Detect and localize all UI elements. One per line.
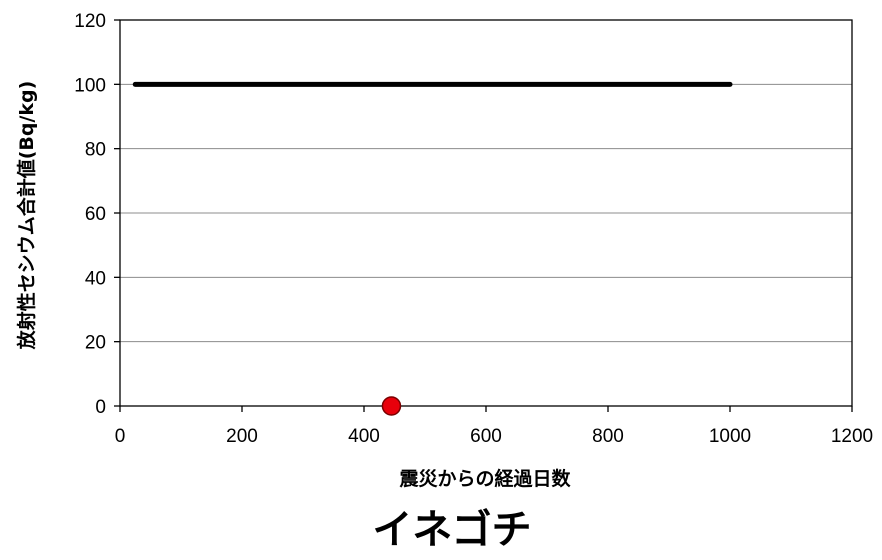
x-tick-label-1200: 1200 xyxy=(831,426,873,447)
data-points xyxy=(381,396,402,416)
y-tick-label-120: 120 xyxy=(74,11,106,32)
y-tick-label-20: 20 xyxy=(85,333,106,354)
species-title: イネゴチ xyxy=(372,507,531,553)
x-tick-label-400: 400 xyxy=(348,426,380,447)
y-tick-label-80: 80 xyxy=(85,140,106,161)
x-tick-label-600: 600 xyxy=(470,426,502,447)
y-tick-label-60: 60 xyxy=(85,204,106,225)
data-point-0 xyxy=(381,396,402,416)
y-tick-label-0: 0 xyxy=(95,397,106,418)
y-axis-title: 放射性セシウム合計値(Bq/kg) xyxy=(15,81,38,351)
y-axis: 0 20 40 60 80 100 120 xyxy=(74,11,120,418)
x-axis-title: 震災からの経過日数 xyxy=(399,467,571,490)
y-tick-label-40: 40 xyxy=(85,268,106,289)
x-tick-label-200: 200 xyxy=(226,426,258,447)
x-tick-label-1000: 1000 xyxy=(709,426,751,447)
y-tick-label-100: 100 xyxy=(74,75,106,96)
x-axis: 0 200 400 600 800 1000 1200 xyxy=(115,406,873,447)
x-tick-label-0: 0 xyxy=(115,426,126,447)
gridlines xyxy=(120,83,852,343)
x-tick-label-800: 800 xyxy=(592,426,624,447)
